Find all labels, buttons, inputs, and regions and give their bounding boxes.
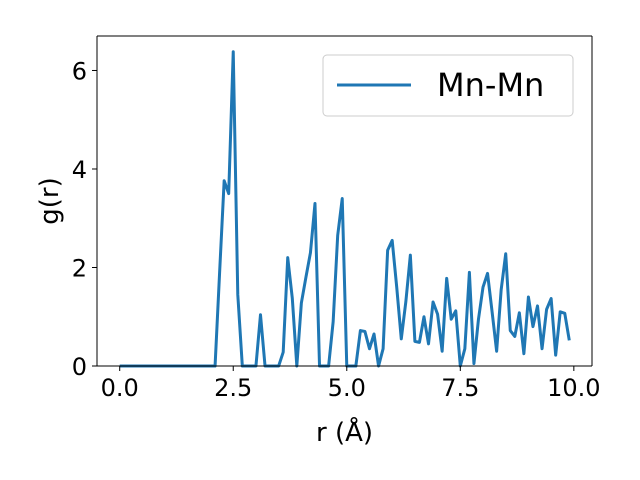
legend-box	[322, 54, 574, 117]
y-tick-label: 4	[72, 156, 87, 184]
legend-label-mn-mn: Mn-Mn	[437, 66, 544, 104]
y-tick-label: 6	[72, 57, 87, 85]
x-tick-label: 7.5	[441, 374, 479, 402]
legend: Mn-Mn	[322, 54, 574, 117]
x-axis-label: r (Å)	[316, 416, 373, 448]
y-axis-label: g(r)	[35, 177, 65, 224]
y-tick-label: 0	[72, 353, 87, 381]
x-tick-label: 0.0	[101, 374, 139, 402]
x-tick-label: 10.0	[547, 374, 600, 402]
x-tick-label: 2.5	[214, 374, 252, 402]
x-tick-label: 5.0	[328, 374, 366, 402]
y-tick-label: 2	[72, 254, 87, 282]
